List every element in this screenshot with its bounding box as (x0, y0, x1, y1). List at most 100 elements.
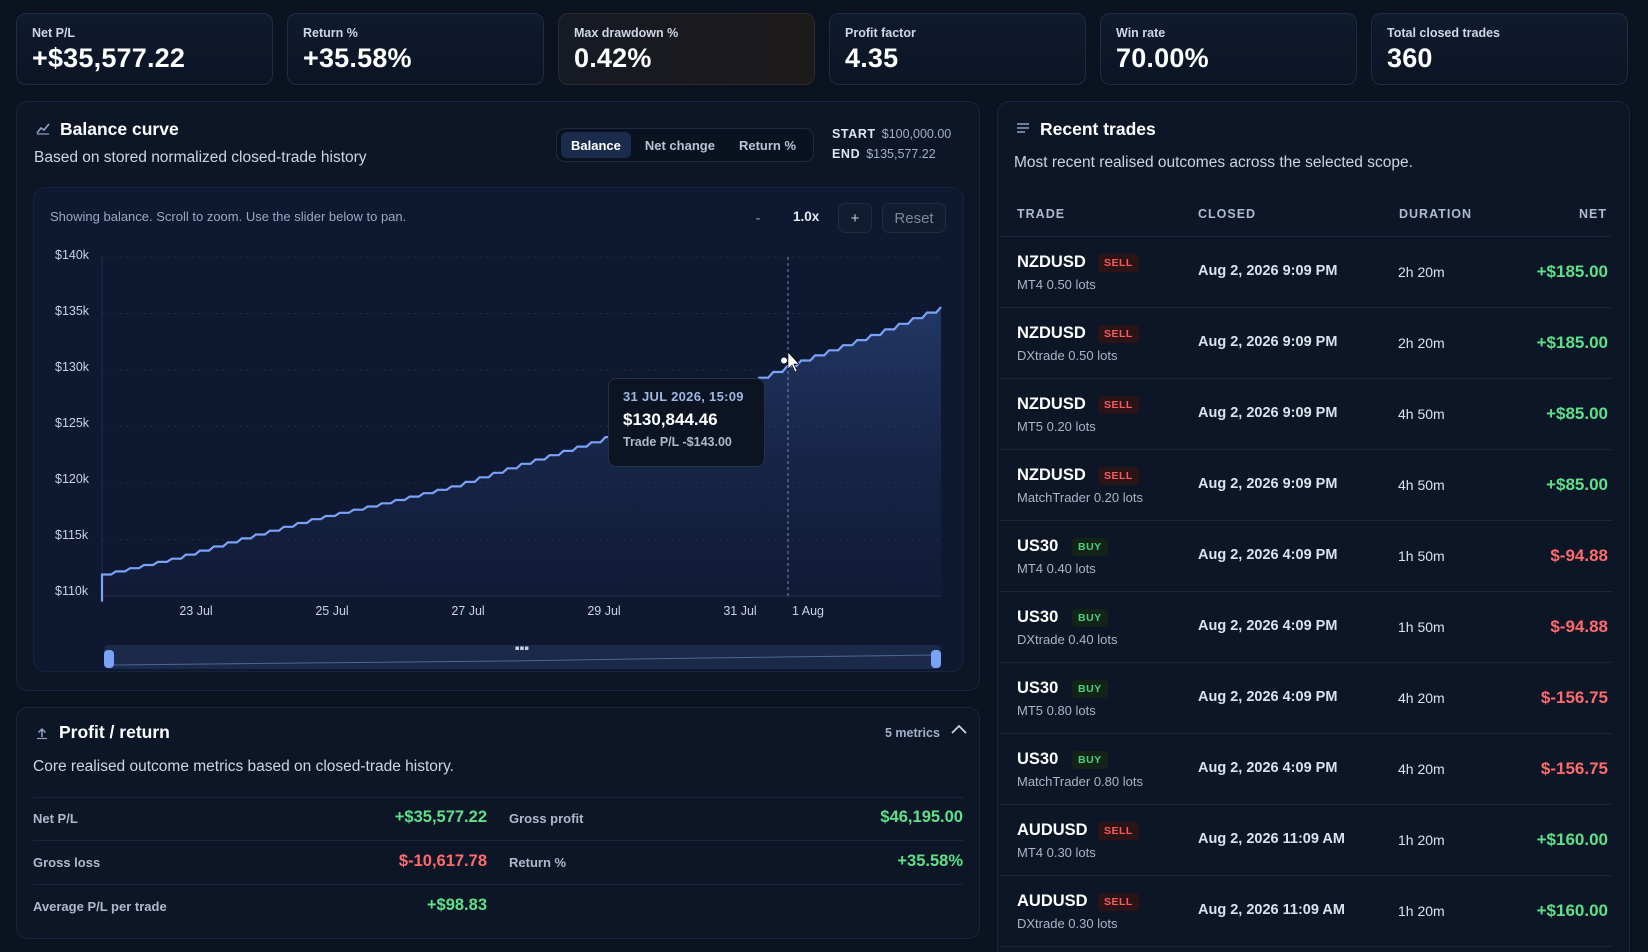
col-trade: TRADE (1017, 207, 1066, 221)
slider-right-handle (931, 650, 941, 668)
side-badge: SELL (1098, 325, 1139, 343)
balance-line (100, 306, 942, 602)
table-row[interactable]: NZDUSD SELL DXtrade 0.50 lots Aug 2, 202… (1000, 308, 1612, 379)
divider (33, 884, 964, 885)
trade-duration: 4h 50m (1398, 406, 1445, 422)
trades-subtitle: Most recent realised outcomes across the… (1014, 154, 1413, 171)
table-row[interactable]: NZDUSD SELL MT5 0.20 lots Aug 2, 2026 9:… (1000, 379, 1612, 450)
trade-symbol: NZDUSD (1017, 466, 1086, 484)
divider (33, 840, 964, 841)
tooltip-value: $130,844.46 (623, 410, 718, 429)
y-tick: $135k (55, 304, 90, 318)
x-tick: 31 Jul (723, 604, 757, 618)
kpi-net-pl: Net P/L +$35,577.22 (16, 13, 273, 85)
metric-value: $46,195.00 (880, 808, 963, 826)
table-row[interactable]: AUDUSD SELL MT4 0.30 lots Aug 2, 2026 11… (1000, 805, 1612, 876)
trade-closed: Aug 2, 2026 4:09 PM (1198, 760, 1338, 776)
balance-area (102, 307, 941, 602)
kpi-value: +$35,577.22 (32, 43, 186, 73)
metric-value: +35.58% (897, 852, 963, 870)
trade-platform: MT4 0.50 lots (1017, 277, 1096, 292)
trade-closed: Aug 2, 2026 4:09 PM (1198, 618, 1338, 634)
table-row[interactable]: NZDUSD SELL MT4 0.50 lots Aug 2, 2026 9:… (1000, 237, 1612, 308)
profit-subtitle: Core realised outcome metrics based on c… (33, 758, 454, 775)
x-tick: 27 Jul (451, 604, 485, 618)
mode-return-button[interactable]: Return % (738, 137, 797, 153)
trade-closed: Aug 2, 2026 9:09 PM (1198, 263, 1338, 279)
zoom-out-button[interactable]: - (755, 209, 761, 227)
kpi-profit-factor: Profit factor 4.35 (829, 13, 1086, 85)
trade-duration: 2h 20m (1398, 335, 1445, 351)
table-row[interactable]: US30 BUY MT4 0.40 lots Aug 2, 2026 4:09 … (1000, 521, 1612, 592)
divider (33, 797, 964, 798)
trade-duration: 4h 20m (1398, 761, 1445, 777)
side-badge: BUY (1072, 751, 1108, 769)
x-tick: 29 Jul (587, 604, 621, 618)
kpi-value: 0.42% (574, 43, 652, 73)
slider-left-handle (104, 650, 114, 668)
trade-platform: MT4 0.30 lots (1017, 845, 1096, 860)
metric-label: Return % (509, 855, 567, 870)
trade-symbol: US30 (1017, 679, 1059, 697)
zoom-in-button[interactable]: + (838, 203, 872, 233)
x-tick: 23 Jul (179, 604, 213, 618)
trade-closed: Aug 2, 2026 11:09 AM (1198, 831, 1345, 847)
col-net: NET (1579, 207, 1607, 221)
reset-zoom-button[interactable]: Reset (882, 203, 946, 233)
mode-balance-button[interactable]: Balance (561, 132, 631, 158)
trade-net: +$185.00 (1536, 333, 1608, 352)
chevron-up-icon[interactable] (950, 722, 968, 740)
kpi-label: Total closed trades (1387, 26, 1500, 40)
side-badge: BUY (1072, 609, 1108, 627)
table-row[interactable]: US30 BUY DXtrade 0.40 lots Aug 2, 2026 4… (1000, 592, 1612, 663)
trade-net: $-94.88 (1550, 546, 1608, 565)
trade-closed: Aug 2, 2026 11:09 AM (1198, 902, 1345, 918)
table-row[interactable]: NZDUSD SELL MatchTrader 0.20 lots Aug 2,… (1000, 450, 1612, 521)
kpi-return: Return % +35.58% (287, 13, 544, 85)
trade-platform: MT5 0.80 lots (1017, 703, 1096, 718)
tooltip-date: 31 JUL 2026, 15:09 (623, 389, 744, 404)
svg-text:▪▪▪: ▪▪▪ (515, 644, 529, 652)
chart-hint: Showing balance. Scroll to zoom. Use the… (50, 209, 407, 224)
trade-net: $-156.75 (1540, 759, 1608, 778)
side-badge: SELL (1098, 822, 1139, 840)
zoom-level: 1.0x (793, 209, 820, 224)
balance-chart[interactable] (0, 0, 1648, 700)
start-amount: $100,000.00 (881, 127, 952, 141)
y-tick: $120k (55, 472, 90, 486)
y-tick: $110k (55, 584, 89, 598)
trade-symbol: AUDUSD (1017, 821, 1088, 839)
table-row[interactable]: US30 BUY MatchTrader 0.80 lots Aug 2, 20… (1000, 734, 1612, 805)
trade-platform: MT5 0.20 lots (1017, 419, 1096, 434)
metric-label: Gross loss (33, 855, 101, 870)
pan-slider[interactable]: ▪▪▪ (104, 643, 941, 671)
metric-label: Gross profit (509, 811, 584, 826)
trade-platform: DXtrade 0.50 lots (1017, 348, 1118, 363)
hover-point (781, 357, 787, 364)
side-badge: SELL (1098, 893, 1139, 911)
metric-value: +$98.83 (426, 896, 487, 914)
metric-value: $-10,617.78 (398, 852, 487, 870)
y-tick: $115k (55, 528, 89, 542)
start-value: START $100,000.00 (832, 127, 951, 141)
balance-title: Balance curve (60, 119, 179, 139)
kpi-max-drawdown: Max drawdown % 0.42% (558, 13, 815, 85)
mode-net-change-button[interactable]: Net change (644, 137, 715, 153)
balance-subtitle: Based on stored normalized closed-trade … (34, 149, 367, 166)
side-badge: BUY (1072, 680, 1108, 698)
trade-duration: 1h 20m (1398, 903, 1445, 919)
divider (1000, 236, 1612, 237)
table-row[interactable]: AUDUSD SELL DXtrade 0.30 lots Aug 2, 202… (1000, 876, 1612, 947)
trade-symbol: NZDUSD (1017, 324, 1086, 342)
table-row[interactable]: US30 BUY MT5 0.80 lots Aug 2, 2026 4:09 … (1000, 663, 1612, 734)
trades-title: Recent trades (1040, 119, 1156, 139)
trade-platform: DXtrade 0.40 lots (1017, 632, 1118, 647)
trade-duration: 1h 50m (1398, 619, 1445, 635)
end-amount: $135,577.22 (866, 147, 936, 161)
trade-symbol: US30 (1017, 750, 1059, 768)
metric-label: Net P/L (33, 811, 78, 826)
trades-panel (997, 101, 1630, 952)
trade-net: +$160.00 (1536, 830, 1608, 849)
trade-net: +$185.00 (1536, 262, 1608, 281)
kpi-label: Return % (303, 26, 358, 40)
